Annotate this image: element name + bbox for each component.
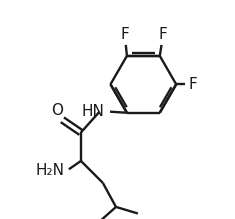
- Text: HN: HN: [82, 104, 104, 118]
- Text: F: F: [120, 27, 129, 42]
- Text: F: F: [158, 27, 167, 42]
- Text: F: F: [188, 77, 197, 92]
- Text: O: O: [51, 103, 63, 118]
- Text: H₂N: H₂N: [35, 163, 64, 178]
